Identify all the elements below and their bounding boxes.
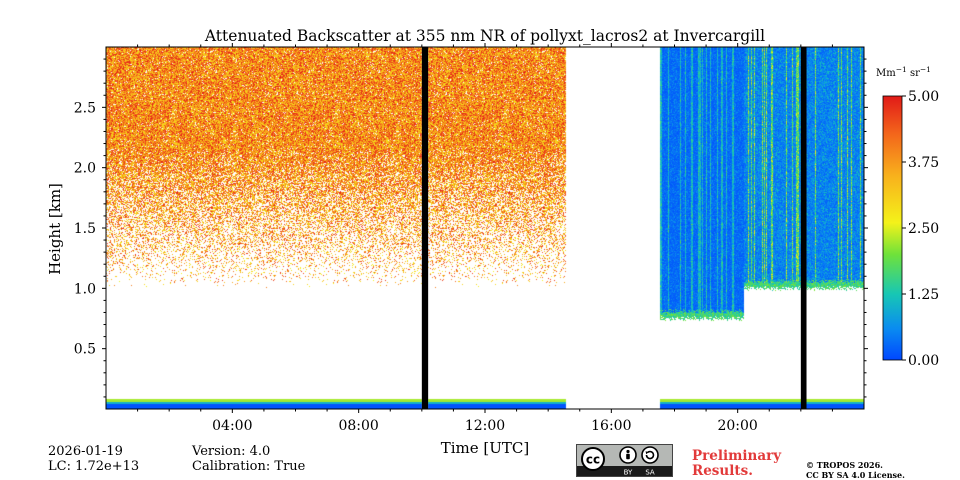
- x-tick-label: 16:00: [591, 418, 631, 434]
- x-axis-label: Time [UTC]: [441, 439, 530, 457]
- y-tick-label: 2.5: [74, 100, 96, 116]
- footer-lc: LC: 1.72e+13: [48, 459, 140, 474]
- cc-icon: cc: [586, 453, 600, 467]
- colorbar-unit-exp1: −1: [896, 65, 907, 74]
- y-axis: 0.5 1.0 1.5 2.0 2.5: [74, 58, 868, 398]
- colorbar-tick-label: 1.25: [908, 287, 939, 303]
- footer-version: Version: 4.0: [192, 444, 271, 459]
- colorbar-unit-base: Mm: [876, 68, 896, 79]
- footer-left: 2026-01-19 LC: 1.72e+13: [48, 444, 139, 474]
- copyright-line2: CC BY SA 4.0 License.: [806, 470, 905, 480]
- sa-label: SA: [645, 469, 655, 477]
- cc-license-badge: cc BY SA: [576, 444, 673, 477]
- footer-calibration: Calibration: True: [192, 459, 306, 474]
- footer-date: 2026-01-19: [48, 444, 123, 459]
- bad-data-bars: [421, 47, 807, 409]
- colorbar-unit: Mm−1 sr−1: [876, 65, 931, 79]
- x-tick-label: 04:00: [212, 418, 252, 434]
- bad-data-bar: [800, 47, 807, 409]
- y-tick-label: 2.0: [74, 161, 96, 177]
- x-tick-label: 12:00: [465, 418, 505, 434]
- chart-title: Attenuated Backscatter at 355 nm NR of p…: [204, 27, 765, 45]
- backscatter-heatmap: [106, 47, 864, 409]
- y-axis-label: Height [km]: [46, 183, 64, 275]
- x-tick-label: 08:00: [338, 418, 378, 434]
- colorbar-unit-mid: sr: [907, 68, 920, 79]
- preliminary-line1: Preliminary: [692, 448, 782, 464]
- colorbar-tick-label: 3.75: [908, 155, 939, 171]
- colorbar-tick-label: 2.50: [908, 221, 939, 237]
- by-icon: [626, 449, 630, 454]
- copyright-note: © TROPOS 2026. CC BY SA 4.0 License.: [806, 460, 905, 480]
- preliminary-line2: Results.: [692, 463, 753, 479]
- colorbar-ticks: 0.00 1.25 2.50 3.75 5.00: [902, 89, 939, 369]
- y-tick-label: 0.5: [74, 342, 96, 358]
- sa-icon: [645, 450, 655, 460]
- colorbar-tick-label: 5.00: [908, 89, 939, 105]
- y-tick-label: 1.5: [74, 221, 96, 237]
- colorbar-tick-label: 0.00: [908, 353, 939, 369]
- y-tick-label: 1.0: [74, 281, 96, 297]
- preliminary-note: Preliminary Results.: [692, 449, 781, 479]
- footer-meta: Version: 4.0 Calibration: True: [192, 444, 305, 474]
- colorbar-unit-exp2: −1: [920, 65, 931, 74]
- copyright-line1: © TROPOS 2026.: [806, 460, 883, 470]
- by-label: BY: [624, 469, 633, 477]
- x-axis: 04:00 08:00 12:00 16:00 20:00: [137, 43, 833, 434]
- bad-data-bar: [421, 47, 429, 409]
- colorbar: [882, 95, 903, 361]
- x-tick-label: 20:00: [717, 418, 757, 434]
